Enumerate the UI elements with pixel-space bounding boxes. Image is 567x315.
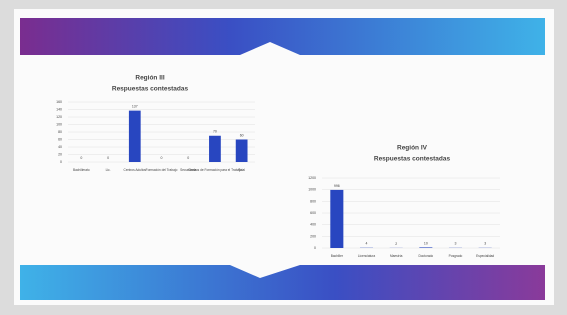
data-label: 0 <box>80 156 82 160</box>
y-tick-label: 1200 <box>308 176 316 180</box>
x-tick-label: Posgrado <box>449 254 463 258</box>
y-tick-label: 40 <box>58 145 62 149</box>
bar <box>209 136 221 162</box>
data-label: 60 <box>240 133 244 137</box>
page: Región IIIRespuestas contestadas02040608… <box>0 0 567 315</box>
x-tick-label: Doctorado <box>418 254 433 258</box>
bar <box>129 111 141 162</box>
data-label: 0 <box>187 156 189 160</box>
bar <box>236 140 248 163</box>
bar <box>419 247 432 248</box>
y-tick-label: 0 <box>60 160 62 164</box>
chart-title: Región III <box>135 75 164 82</box>
x-tick-label: Lic. <box>106 168 111 172</box>
y-tick-label: 100 <box>56 122 62 126</box>
data-label: 3 <box>484 242 486 246</box>
y-tick-label: 60 <box>58 137 62 141</box>
x-tick-label: Especialidad <box>476 254 494 258</box>
y-tick-label: 600 <box>310 211 316 215</box>
data-label: 996 <box>334 184 340 188</box>
y-tick-label: 200 <box>310 234 316 238</box>
x-tick-label: Bachillerato <box>73 168 90 172</box>
data-label: 2 <box>395 242 397 246</box>
bar <box>330 190 343 248</box>
data-label: 3 <box>455 242 457 246</box>
data-label: 4 <box>366 242 368 246</box>
x-tick-label: Maestría <box>390 254 403 258</box>
chart-subtitle: Respuestas contestadas <box>374 156 451 163</box>
data-label: 0 <box>107 156 109 160</box>
x-tick-label: Centros Adultos <box>124 168 147 172</box>
x-tick-label: Total <box>238 168 245 172</box>
y-tick-label: 80 <box>58 130 62 134</box>
x-tick-label: Centros de Formación para el Trabajo <box>188 168 242 172</box>
x-tick-label: Licenciatura <box>358 254 375 258</box>
y-tick-label: 1000 <box>308 188 316 192</box>
slide-photo: Región IIIRespuestas contestadas02040608… <box>0 0 567 315</box>
x-tick-label: Bachiller <box>331 254 344 258</box>
data-label: 0 <box>161 156 163 160</box>
y-tick-label: 400 <box>310 223 316 227</box>
y-tick-label: 140 <box>56 107 62 111</box>
y-tick-label: 800 <box>310 199 316 203</box>
y-tick-label: 160 <box>56 100 62 104</box>
y-tick-label: 20 <box>58 152 62 156</box>
data-label: 70 <box>213 130 217 134</box>
data-label: 10 <box>424 241 428 245</box>
chart-subtitle: Respuestas contestadas <box>112 86 189 93</box>
y-tick-label: 0 <box>314 246 316 250</box>
x-tick-label: Formación del Trabajo <box>146 168 178 172</box>
data-label: 137 <box>132 105 138 109</box>
y-tick-label: 120 <box>56 115 62 119</box>
chart-title: Región IV <box>397 145 428 152</box>
